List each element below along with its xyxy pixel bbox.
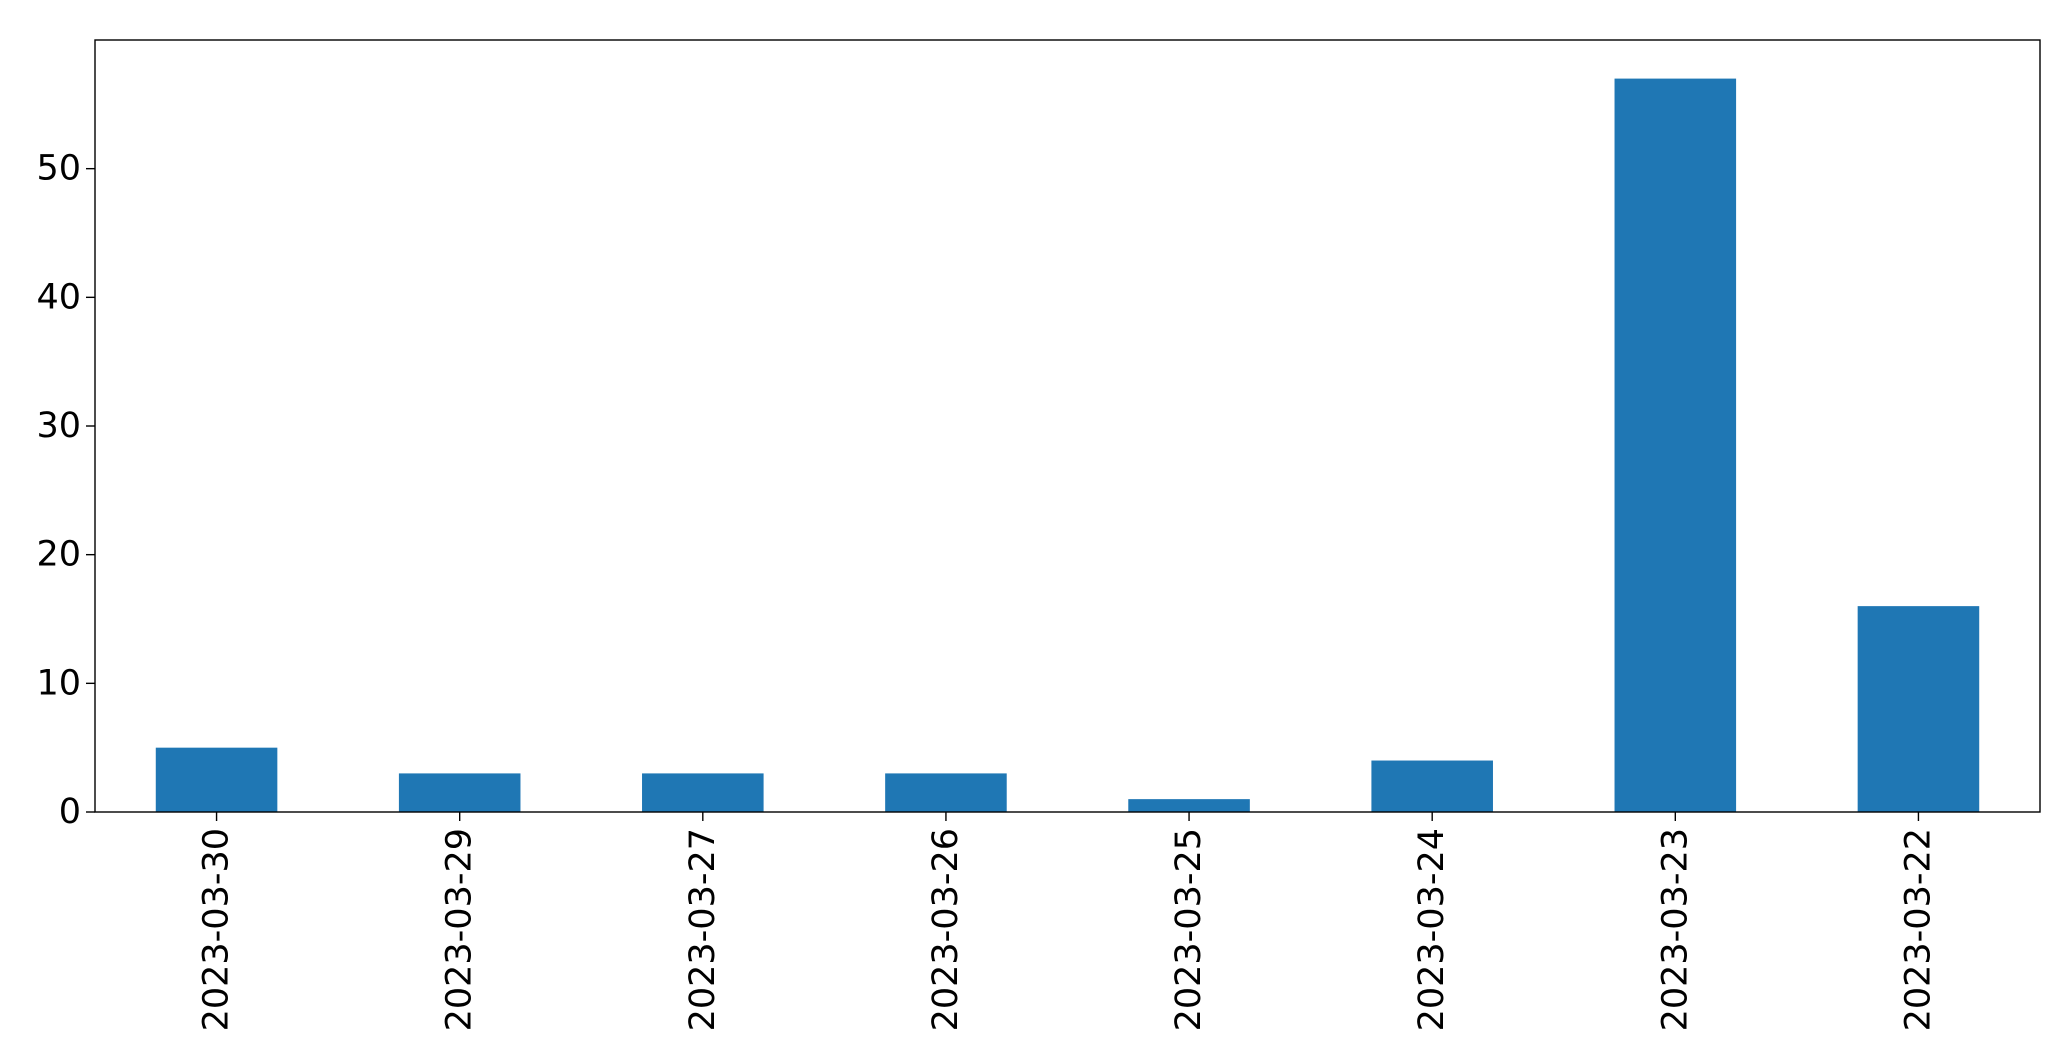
- x-tick-label-2023-03-24: 2023-03-24: [1412, 828, 1452, 1031]
- x-tick-label-2023-03-22: 2023-03-22: [1898, 828, 1938, 1031]
- y-tick-label: 10: [36, 663, 81, 703]
- bar-2023-03-25: [1128, 799, 1250, 812]
- bar-2023-03-23: [1614, 78, 1737, 813]
- x-tick-label-2023-03-26: 2023-03-26: [926, 828, 966, 1031]
- y-tick-label: 30: [36, 406, 81, 446]
- bar-2023-03-24: [1371, 760, 1493, 812]
- bar-2023-03-29: [398, 773, 521, 812]
- x-tick-label-2023-03-25: 2023-03-25: [1169, 828, 1209, 1031]
- x-tick-label-2023-03-23: 2023-03-23: [1655, 828, 1695, 1031]
- bar-2023-03-27: [642, 773, 764, 812]
- bars-group: [155, 78, 1980, 813]
- bar-2023-03-22: [1857, 606, 1980, 812]
- bar-2023-03-30: [155, 747, 278, 812]
- x-tick-label-2023-03-30: 2023-03-30: [197, 828, 237, 1031]
- y-tick-label: 40: [36, 277, 81, 317]
- x-axis-ticks: 2023-03-30 2023-03-29 2023-03-27 2023-03-26…: [197, 812, 1938, 1031]
- y-axis-ticks: 0 10 20 30 40 50: [36, 149, 95, 832]
- bar-2023-03-26: [885, 773, 1007, 812]
- plot-frame: [94, 39, 2041, 813]
- y-tick-label: 0: [59, 792, 81, 832]
- y-tick-label: 50: [36, 149, 81, 189]
- x-tick-label-2023-03-29: 2023-03-29: [440, 828, 480, 1031]
- x-tick-label-2023-03-27: 2023-03-27: [683, 828, 723, 1031]
- y-tick-label: 20: [36, 535, 81, 575]
